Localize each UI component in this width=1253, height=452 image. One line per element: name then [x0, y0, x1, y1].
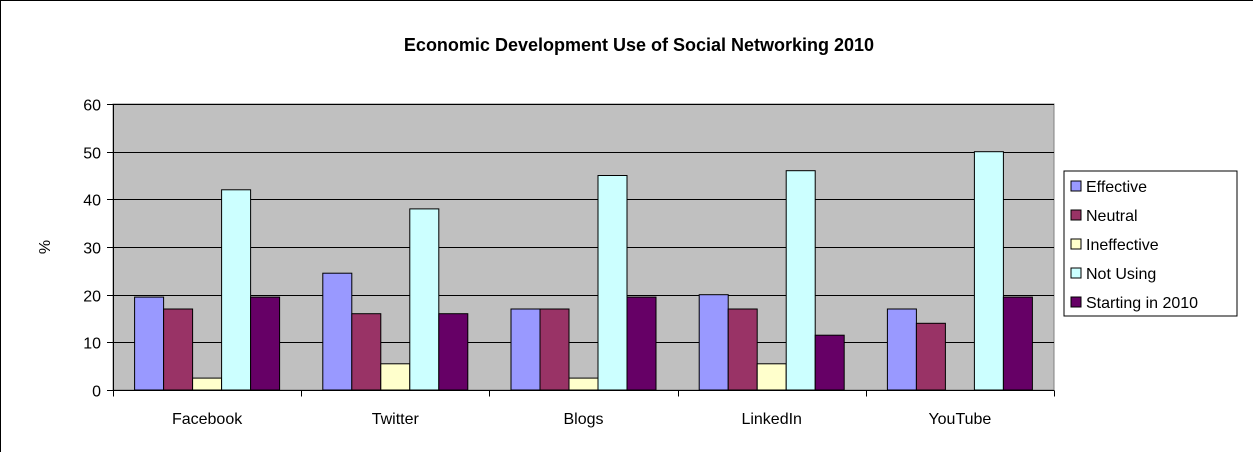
bar-effective-youtube — [887, 309, 916, 390]
x-tick-label: Blogs — [563, 411, 603, 428]
legend-label: Neutral — [1086, 208, 1138, 225]
bar-not-using-blogs — [598, 176, 627, 391]
bar-effective-blogs — [511, 309, 540, 390]
legend-label: Starting in 2010 — [1086, 295, 1198, 312]
bar-not-using-youtube — [974, 152, 1003, 390]
chart-title: Economic Development Use of Social Netwo… — [404, 35, 874, 55]
y-axis-label: % — [37, 240, 54, 254]
bar-starting-in-2010-linkedin — [815, 335, 844, 390]
bar-not-using-facebook — [222, 190, 251, 390]
bar-effective-twitter — [323, 273, 352, 390]
x-tick-label: LinkedIn — [741, 411, 802, 428]
bar-neutral-blogs — [540, 309, 569, 390]
bar-starting-in-2010-youtube — [1003, 297, 1032, 390]
y-tick-label: 60 — [83, 98, 101, 115]
y-tick-label: 30 — [83, 241, 101, 258]
y-tick-label: 20 — [83, 289, 101, 306]
x-axis: Facebook Twitter Blogs LinkedIn YouTube — [113, 391, 1055, 429]
bar-effective-linkedin — [699, 295, 728, 390]
bar-not-using-linkedin — [786, 171, 815, 390]
bar-not-using-twitter — [410, 209, 439, 390]
y-tick-label: 50 — [83, 146, 101, 163]
legend: Effective Neutral Ineffective Not Using Star… — [1064, 171, 1237, 316]
y-tick-label: 10 — [83, 336, 101, 353]
legend-swatch — [1071, 297, 1081, 307]
bar-neutral-youtube — [916, 323, 945, 390]
bar-ineffective-linkedin — [757, 364, 786, 390]
bar-starting-in-2010-facebook — [251, 297, 280, 390]
bar-ineffective-blogs — [569, 378, 598, 390]
x-tick-label: Facebook — [172, 411, 243, 428]
legend-label: Effective — [1086, 179, 1147, 196]
legend-label: Ineffective — [1086, 237, 1159, 254]
bar-neutral-twitter — [352, 314, 381, 390]
legend-swatch — [1071, 181, 1081, 191]
legend-swatch — [1071, 239, 1081, 249]
bar-effective-facebook — [135, 297, 164, 390]
bar-neutral-linkedin — [728, 309, 757, 390]
bar-ineffective-twitter — [381, 364, 410, 390]
x-tick-label: Twitter — [372, 411, 420, 428]
legend-swatch — [1071, 268, 1081, 278]
bar-neutral-facebook — [164, 309, 193, 390]
bar-starting-in-2010-twitter — [439, 314, 468, 390]
bar-ineffective-facebook — [193, 378, 222, 390]
y-tick-label: 40 — [83, 193, 101, 210]
legend-swatch — [1071, 210, 1081, 220]
bar-starting-in-2010-blogs — [627, 297, 656, 390]
legend-label: Not Using — [1086, 266, 1156, 283]
y-axis: 0 10 20 30 40 50 60 — [83, 98, 113, 401]
y-tick-label: 0 — [92, 384, 101, 401]
x-tick-label: YouTube — [928, 411, 991, 428]
